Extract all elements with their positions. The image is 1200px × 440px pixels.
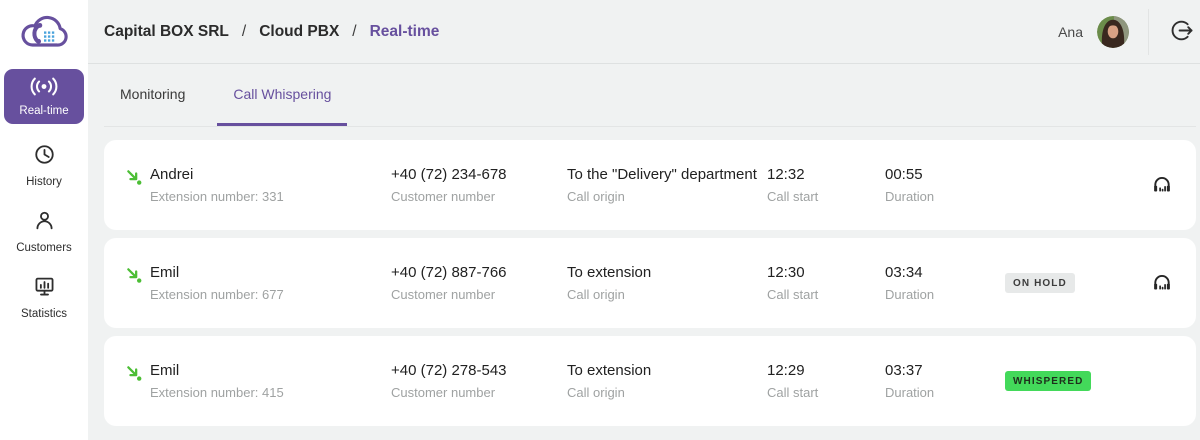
incoming-call-icon bbox=[124, 265, 150, 289]
employee-cell: Emil Extension number: 415 bbox=[150, 362, 391, 400]
call-start-label: Call start bbox=[767, 287, 819, 302]
extension-number: Extension number: 331 bbox=[150, 189, 284, 204]
call-origin-label: Call origin bbox=[567, 385, 625, 400]
status-badge: WHISPERED bbox=[1005, 371, 1092, 391]
content: Monitoring Call Whispering bbox=[88, 64, 1200, 440]
call-origin-cell: To extension Call origin bbox=[567, 264, 767, 302]
customer-number-label: Customer number bbox=[391, 385, 496, 400]
customer-number-cell: +40 (72) 278-543 Customer number bbox=[391, 362, 567, 400]
duration-cell: 00:55 Duration bbox=[885, 166, 1005, 204]
sidebar-item-real-time[interactable]: Real-time bbox=[4, 69, 84, 124]
status-cell: WHISPERED bbox=[1005, 371, 1148, 391]
customer-number: +40 (72) 887-766 bbox=[391, 264, 507, 281]
call-origin-cell: To extension Call origin bbox=[567, 362, 767, 400]
duration: 00:55 bbox=[885, 166, 923, 183]
call-list: Andrei Extension number: 331 +40 (72) 23… bbox=[104, 140, 1196, 426]
customer-number-cell: +40 (72) 234-678 Customer number bbox=[391, 166, 567, 204]
logout-icon bbox=[1169, 18, 1194, 46]
sidebar-item-history[interactable]: History bbox=[4, 141, 84, 190]
tab-bar: Monitoring Call Whispering bbox=[104, 64, 1196, 127]
sidebar-item-label: History bbox=[26, 176, 62, 188]
status-cell: ON HOLD bbox=[1005, 273, 1148, 293]
main-area: Capital BOX SRL / Cloud PBX / Real-time … bbox=[88, 0, 1200, 440]
breadcrumb-separator: / bbox=[352, 22, 357, 40]
sidebar-nav: Real-time History Cust bbox=[0, 57, 88, 322]
call-row: Emil Extension number: 677 +40 (72) 887-… bbox=[104, 238, 1196, 328]
call-origin: To extension bbox=[567, 264, 652, 281]
incoming-call-icon bbox=[124, 167, 150, 191]
sidebar-item-customers[interactable]: Customers bbox=[4, 207, 84, 256]
call-origin-cell: To the "Delivery" department Call origin bbox=[567, 166, 767, 204]
sidebar-item-label: Statistics bbox=[20, 308, 67, 320]
status-badge: ON HOLD bbox=[1005, 273, 1075, 293]
sidebar-item-label: Real-time bbox=[19, 104, 69, 117]
logout-button[interactable] bbox=[1167, 16, 1196, 48]
headphones-listen-icon bbox=[1151, 274, 1173, 296]
cloud-pbx-logo[interactable] bbox=[15, 9, 73, 57]
breadcrumb: Capital BOX SRL / Cloud PBX / Real-time bbox=[104, 23, 439, 41]
duration: 03:34 bbox=[885, 264, 923, 281]
customer-number: +40 (72) 234-678 bbox=[391, 166, 507, 183]
employee-cell: Emil Extension number: 677 bbox=[150, 264, 391, 302]
call-row: Andrei Extension number: 331 +40 (72) 23… bbox=[104, 140, 1196, 230]
cloud-phone-logo-icon bbox=[15, 10, 73, 57]
call-start-label: Call start bbox=[767, 189, 819, 204]
broadcast-icon bbox=[29, 77, 59, 101]
duration-cell: 03:37 Duration bbox=[885, 362, 1005, 400]
incoming-call-icon bbox=[124, 363, 150, 387]
user-name: Ana bbox=[1058, 23, 1083, 40]
sidebar-item-statistics[interactable]: Statistics bbox=[4, 273, 84, 322]
employee-name: Emil bbox=[150, 362, 180, 379]
call-origin-label: Call origin bbox=[567, 287, 625, 302]
duration-label: Duration bbox=[885, 385, 935, 400]
call-start: 12:29 bbox=[767, 362, 805, 379]
header-divider bbox=[1148, 8, 1149, 55]
header-right: Ana bbox=[1058, 8, 1196, 55]
employee-name: Andrei bbox=[150, 166, 194, 183]
customer-number: +40 (72) 278-543 bbox=[391, 362, 507, 379]
duration: 03:37 bbox=[885, 362, 923, 379]
headphones-listen-icon bbox=[1151, 176, 1173, 198]
tab-label: Monitoring bbox=[120, 85, 186, 102]
breadcrumb-product[interactable]: Cloud PBX bbox=[259, 22, 340, 40]
tab-call-whispering[interactable]: Call Whispering bbox=[217, 64, 348, 126]
call-start-cell: 12:32 Call start bbox=[767, 166, 885, 204]
call-start-cell: 12:29 Call start bbox=[767, 362, 885, 400]
customer-number-label: Customer number bbox=[391, 189, 496, 204]
breadcrumb-company[interactable]: Capital BOX SRL bbox=[104, 22, 229, 40]
listen-button[interactable] bbox=[1148, 268, 1176, 299]
extension-number: Extension number: 677 bbox=[150, 287, 284, 302]
top-header: Capital BOX SRL / Cloud PBX / Real-time … bbox=[88, 0, 1200, 64]
call-origin: To the "Delivery" department bbox=[567, 166, 757, 183]
duration-cell: 03:34 Duration bbox=[885, 264, 1005, 302]
call-start-cell: 12:30 Call start bbox=[767, 264, 885, 302]
customer-number-cell: +40 (72) 887-766 Customer number bbox=[391, 264, 567, 302]
sidebar: Real-time History Cust bbox=[0, 0, 88, 440]
call-row: Emil Extension number: 415 +40 (72) 278-… bbox=[104, 336, 1196, 426]
avatar[interactable] bbox=[1097, 15, 1129, 48]
employee-cell: Andrei Extension number: 331 bbox=[150, 166, 391, 204]
call-origin-label: Call origin bbox=[567, 189, 625, 204]
customer-number-label: Customer number bbox=[391, 287, 496, 302]
call-start: 12:30 bbox=[767, 264, 805, 281]
statistics-chart-icon bbox=[33, 275, 56, 303]
listen-button[interactable] bbox=[1148, 170, 1176, 201]
breadcrumb-separator: / bbox=[241, 22, 247, 40]
extension-number: Extension number: 415 bbox=[150, 385, 284, 400]
tab-monitoring[interactable]: Monitoring bbox=[104, 64, 201, 126]
duration-label: Duration bbox=[885, 287, 935, 302]
sidebar-item-label: Customers bbox=[16, 242, 72, 254]
breadcrumb-current-page: Real-time bbox=[369, 22, 440, 40]
tab-label: Call Whispering bbox=[233, 85, 332, 102]
person-icon bbox=[33, 209, 56, 237]
employee-name: Emil bbox=[150, 264, 180, 281]
history-clock-icon bbox=[33, 143, 56, 171]
duration-label: Duration bbox=[885, 189, 935, 204]
call-start-label: Call start bbox=[767, 385, 819, 400]
call-start: 12:32 bbox=[767, 166, 805, 183]
call-origin: To extension bbox=[567, 362, 652, 379]
